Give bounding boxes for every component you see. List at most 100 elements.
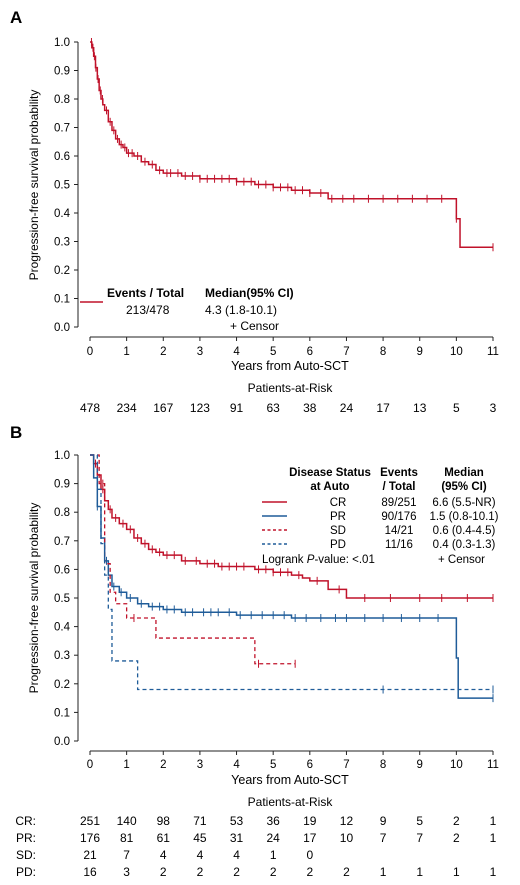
x-tick-label: 5 [270, 346, 276, 358]
y-tick-label: 0.4 [54, 622, 71, 634]
y-tick-label: 0.4 [54, 208, 71, 220]
risk-count: 2 [306, 865, 313, 879]
risk-count: 4 [197, 848, 204, 862]
panel-b-plot [90, 454, 494, 703]
risk-count: 10 [340, 831, 354, 845]
risk-count: 12 [340, 814, 354, 828]
risk-count: 2 [160, 865, 167, 879]
panel-a-risk-title: Patients-at-Risk [248, 381, 334, 395]
panel-b-risk-table: CR: 251 140 98 71 53 36 19 12 9 5 2 1PR: 176 81 61 45 31 2… [15, 814, 496, 879]
x-tick-label: 1 [123, 759, 129, 771]
risk-count: 478 [80, 401, 100, 415]
panel-b-axes: 0.0 0.1 0.2 0.3 0.4 0.5 0.6 0.7 0.8 0.9 1.0 0 1 2 3 4 5 6… [54, 450, 499, 771]
risk-count: 9 [380, 814, 387, 828]
panel-b-y-axis-label: Progression-free survival probability [27, 503, 41, 694]
x-tick-label: 11 [487, 759, 499, 771]
legend-row-label: CR [330, 497, 347, 509]
logrank-p: P [307, 554, 315, 566]
legend-h-median-1: Median [444, 467, 484, 479]
risk-count: 24 [340, 401, 354, 415]
y-tick-label: 0.1 [54, 707, 70, 719]
risk-count: 36 [267, 814, 281, 828]
legend-h-status-1: Disease Status [289, 467, 371, 479]
y-tick-label: 0.3 [54, 237, 70, 249]
series-pd-line [90, 454, 493, 691]
y-tick-label: 0.2 [54, 679, 70, 691]
legend-header-events: Events / Total [107, 286, 184, 300]
series-pr-line [90, 454, 493, 699]
panel-b-risk-title: Patients-at-Risk [248, 795, 334, 809]
legend-row-median: 6.6 (5.5-NR) [432, 497, 495, 509]
panel-a-x-axis-label: Years from Auto-SCT [231, 359, 349, 373]
legend-h-median-2: (95% CI) [441, 481, 487, 493]
risk-count: 0 [306, 848, 313, 862]
risk-count: 1 [416, 865, 423, 879]
x-tick-label: 4 [233, 346, 240, 358]
risk-count: 98 [157, 814, 171, 828]
x-tick-label: 2 [160, 759, 166, 771]
risk-count: 21 [83, 848, 97, 862]
y-tick-label: 0.6 [54, 564, 70, 576]
risk-count: 5 [416, 814, 423, 828]
x-tick-label: 3 [197, 759, 203, 771]
risk-count: 123 [190, 401, 210, 415]
risk-count: 31 [230, 831, 244, 845]
risk-count: 7 [123, 848, 130, 862]
panel-a-risk-table: 478 234 167 123 91 63 38 24 17 13 5 3 [80, 401, 497, 415]
y-tick-label: 0.8 [54, 507, 70, 519]
y-tick-label: 0.6 [54, 151, 70, 163]
x-tick-label: 8 [380, 759, 386, 771]
risk-count: 2 [453, 814, 460, 828]
risk-count: 167 [153, 401, 173, 415]
x-tick-label: 9 [417, 346, 423, 358]
legend-row-label: PR [330, 511, 346, 523]
x-tick-label: 7 [343, 759, 349, 771]
risk-count: 13 [413, 401, 427, 415]
x-tick-label: 1 [123, 346, 129, 358]
y-tick-label: 0.5 [54, 593, 70, 605]
panel-a-letter: A [10, 8, 22, 27]
y-tick-label: 0.3 [54, 650, 70, 662]
y-tick-label: 0.5 [54, 180, 70, 192]
risk-count: 24 [267, 831, 281, 845]
risk-count: 1 [490, 865, 497, 879]
x-tick-label: 3 [197, 346, 203, 358]
risk-count: 2 [453, 831, 460, 845]
risk-row-label: PD: [16, 865, 36, 879]
risk-count: 1 [453, 865, 460, 879]
panel-a: A 0.00.10.20.30.40.50.60.70.80.91.00 1 2 3 4… [10, 8, 499, 415]
logrank-suffix: -value: <.01 [314, 554, 374, 566]
legend-row-label: SD [330, 525, 346, 537]
risk-count: 2 [197, 865, 204, 879]
risk-count: 251 [80, 814, 100, 828]
risk-row-label: PR: [16, 831, 36, 845]
risk-count: 234 [117, 401, 137, 415]
y-tick-label: 0.7 [54, 123, 70, 135]
panel-a-y-axis-label: Progression-free survival probability [27, 90, 41, 281]
legend-logrank: Logrank P-value: <.01 [262, 554, 375, 566]
risk-count: 4 [160, 848, 167, 862]
x-tick-label: 2 [160, 346, 166, 358]
risk-count: 1 [490, 831, 497, 845]
x-tick-label: 11 [487, 346, 499, 358]
risk-count: 4 [233, 848, 240, 862]
risk-count: 7 [380, 831, 387, 845]
risk-count: 1 [490, 814, 497, 828]
risk-count: 38 [303, 401, 317, 415]
risk-count: 2 [233, 865, 240, 879]
x-tick-label: 7 [343, 346, 349, 358]
x-tick-label: 9 [417, 759, 423, 771]
legend-h-events-1: Events [380, 467, 418, 479]
risk-count: 17 [303, 831, 317, 845]
x-tick-label: 5 [270, 759, 276, 771]
risk-row-label: SD: [16, 848, 36, 862]
legend-events-value: 213/478 [126, 303, 170, 317]
x-tick-label: 10 [450, 759, 463, 771]
risk-count: 140 [117, 814, 137, 828]
legend-row-events: 90/176 [381, 511, 416, 523]
legend-censor: + Censor [230, 319, 279, 333]
risk-count: 1 [380, 865, 387, 879]
legend-median-value: 4.3 (1.8-10.1) [205, 303, 277, 317]
legend-header-median: Median(95% CI) [205, 286, 294, 300]
